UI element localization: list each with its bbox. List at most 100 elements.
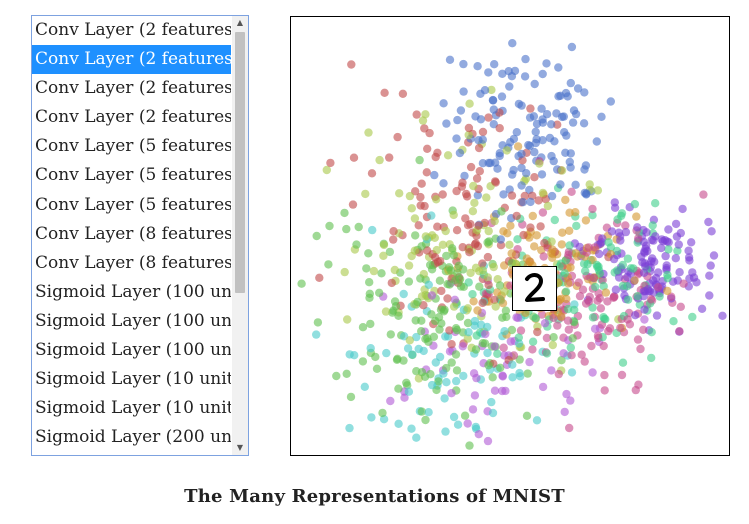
scatter-point [655,292,664,301]
scatter-point [475,282,484,291]
scatter-point [548,340,557,350]
scatter-point [326,158,335,168]
scatter-point [578,285,588,294]
scatter-point [706,261,715,270]
scatter-point [484,68,493,77]
scatter-point [540,238,549,248]
scatter-point [499,190,508,199]
scatter-point [433,222,442,231]
scatter-point [561,195,570,205]
scatter-point [530,173,539,182]
layer-option[interactable]: Conv Layer (8 features) [35,252,231,273]
layer-option[interactable]: Sigmoid Layer (10 units) [35,398,231,419]
scroll-thumb[interactable] [235,32,245,293]
scatter-point [562,131,571,140]
scatter-point [468,290,477,299]
scatter-point [427,380,437,390]
scatter-point [639,268,649,277]
scatter-point [538,69,547,79]
scatter-point [426,370,435,379]
scatter-point [439,179,448,188]
scroll-down-icon[interactable]: ▼ [236,443,244,452]
scatter-point [532,416,542,425]
scatter-point [463,221,473,230]
scatter-point [566,78,575,88]
scatter-point [538,188,548,198]
layer-option[interactable]: Conv Layer (2 features) [35,78,231,99]
layer-select-listbox[interactable]: Conv Layer (2 features) Conv Layer (2 fea… [31,15,249,456]
layer-option[interactable]: Sigmoid Layer (200 units) [35,427,231,448]
layer-option[interactable]: Conv Layer (2 features) [35,107,231,128]
scatter-point [519,230,528,240]
scatter-point [663,274,672,283]
scatter-point [490,60,499,69]
scatter-point [523,369,532,378]
scatter-point [488,95,498,105]
scatter-point [421,110,430,119]
scatter-point [539,252,548,261]
layer-option[interactable]: Conv Layer (2 features) [35,20,231,40]
scatter-point [399,356,408,365]
scatter-point [526,197,535,207]
layer-option[interactable]: Conv Layer (5 features) [35,136,231,157]
scatter-point [558,228,567,237]
scatter-point [536,222,545,231]
list-scrollbar[interactable]: ▲ ▼ [232,16,248,455]
scatter-point [671,219,681,229]
scatter-point [671,254,680,263]
scatter-point [400,393,409,402]
scatter-point [593,262,602,272]
scatter-point [464,123,474,133]
layer-option[interactable]: Sigmoid Layer (10 units) [35,369,231,390]
scatter-point [455,312,465,321]
scatter-point [554,92,563,101]
layer-option[interactable]: Sigmoid Layer (100 units) [35,281,231,302]
scatter-point [462,192,472,201]
scatter-point [382,348,391,358]
scatter-point [642,228,651,237]
layer-option[interactable]: Conv Layer (5 features) [35,165,231,186]
scatter-point [553,321,562,330]
scroll-up-icon[interactable]: ▲ [236,18,244,27]
scatter-point [623,282,632,291]
scatter-point [342,369,351,378]
scatter-point [453,115,462,125]
scatter-point [661,251,670,261]
scatter-point [664,225,673,234]
scatter-point [601,288,611,297]
scatter-point [590,243,599,252]
scatter-point [469,369,479,378]
layer-option[interactable]: Sigmoid Layer (100 units) [35,310,231,331]
layer-option[interactable]: Conv Layer (2 features) [32,45,231,75]
mnist-embedding-plot[interactable] [290,16,730,456]
layer-option[interactable]: Conv Layer (8 features) [35,223,231,244]
layer-option[interactable]: Conv Layer (5 features) [35,194,231,215]
scatter-point [377,269,386,278]
scatter-point [564,279,573,288]
scatter-point [483,322,492,332]
layer-option[interactable]: Sigmoid Layer (100 units) [35,340,231,361]
scatter-point [472,174,482,183]
scatter-point [445,326,454,335]
scatter-point [482,193,491,202]
scatter-point [640,305,649,314]
scatter-point [432,245,441,255]
scatter-point [565,241,574,250]
scatter-point [555,262,564,271]
scatter-point [431,152,440,162]
scatter-point [595,249,604,259]
scatter-point [526,104,535,113]
scatter-point [405,191,415,201]
scatter-point [587,341,596,351]
scatter-point [589,273,598,283]
scatter-point [616,236,625,245]
scatter-point [588,211,597,220]
scatter-point [464,130,473,140]
scatter-point [378,408,387,418]
scatter-point [496,235,505,244]
scatter-point [369,266,379,276]
scatter-point [629,264,638,273]
scatter-point [557,166,567,175]
scatter-point [580,188,589,198]
scatter-point [621,221,630,230]
